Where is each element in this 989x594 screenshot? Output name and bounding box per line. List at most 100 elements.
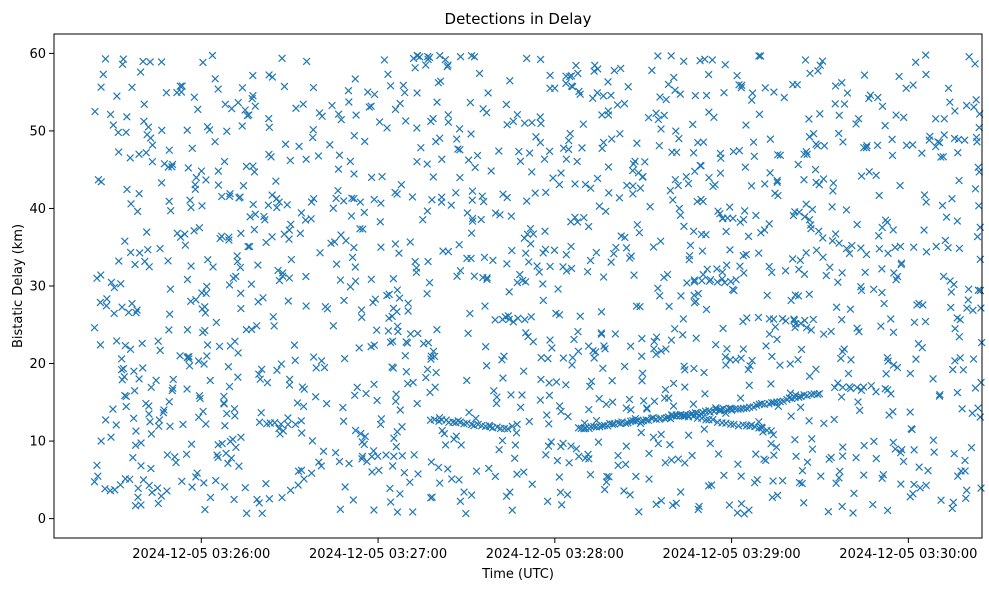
- data-point: [194, 413, 203, 422]
- data-point: [93, 274, 101, 283]
- data-point: [908, 140, 917, 149]
- data-point: [562, 79, 570, 88]
- data-point: [278, 493, 286, 502]
- data-point: [388, 462, 397, 470]
- data-point: [350, 391, 359, 400]
- data-point: [888, 135, 896, 144]
- data-point: [199, 58, 207, 67]
- data-point: [128, 83, 136, 92]
- data-point: [390, 434, 398, 443]
- data-point: [137, 501, 145, 509]
- data-point: [976, 223, 985, 232]
- data-point: [410, 450, 418, 459]
- data-point: [140, 100, 149, 109]
- data-point: [107, 433, 115, 442]
- data-point: [372, 326, 381, 334]
- data-point: [113, 92, 121, 100]
- data-point: [144, 123, 153, 131]
- data-point: [760, 180, 769, 188]
- data-point: [974, 404, 982, 412]
- data-point: [489, 256, 497, 265]
- data-point: [564, 136, 573, 145]
- data-point: [526, 239, 535, 248]
- data-point: [734, 421, 743, 430]
- data-point: [360, 137, 369, 146]
- data-point: [808, 445, 817, 453]
- data-point: [929, 375, 937, 383]
- data-point: [780, 93, 789, 102]
- data-point: [722, 361, 730, 369]
- data-point: [566, 129, 575, 138]
- data-point: [225, 236, 233, 244]
- data-point: [800, 316, 809, 325]
- data-point: [542, 450, 550, 459]
- data-point: [974, 163, 983, 172]
- data-point: [626, 342, 635, 351]
- data-point: [163, 451, 172, 459]
- data-point: [265, 71, 273, 79]
- data-point: [889, 438, 898, 447]
- data-point: [518, 276, 527, 285]
- data-point: [689, 227, 698, 236]
- data-point: [593, 89, 602, 97]
- data-point: [329, 321, 338, 330]
- data-point: [116, 279, 125, 288]
- data-point: [553, 456, 562, 465]
- data-point: [828, 203, 836, 211]
- data-point: [672, 499, 681, 508]
- data-point: [600, 342, 608, 350]
- data-point: [284, 297, 293, 305]
- data-point: [572, 445, 581, 453]
- data-point: [595, 394, 604, 403]
- data-point: [201, 505, 209, 514]
- data-point: [600, 485, 609, 494]
- data-point: [562, 250, 571, 259]
- data-point: [832, 303, 841, 312]
- data-point: [859, 143, 868, 152]
- data-point: [747, 182, 756, 190]
- data-point: [598, 111, 606, 119]
- data-point: [977, 378, 985, 387]
- data-point: [334, 186, 342, 195]
- data-point: [451, 188, 460, 197]
- data-point: [121, 341, 130, 350]
- data-point: [200, 326, 209, 335]
- data-point: [164, 257, 172, 265]
- data-point: [820, 419, 828, 428]
- data-point: [292, 104, 300, 113]
- data-point: [702, 416, 710, 424]
- data-point: [694, 289, 703, 298]
- data-point: [166, 285, 175, 293]
- data-point: [376, 217, 385, 226]
- data-point: [426, 493, 435, 502]
- data-point: [604, 78, 612, 86]
- data-point: [639, 397, 648, 405]
- data-point: [270, 418, 279, 427]
- data-point: [386, 81, 395, 90]
- data-point: [807, 326, 816, 334]
- data-point: [816, 61, 825, 70]
- data-point: [895, 72, 903, 81]
- data-point: [277, 360, 286, 368]
- data-point: [635, 508, 643, 516]
- data-point: [889, 328, 898, 337]
- data-point: [547, 438, 556, 446]
- data-point: [926, 132, 934, 141]
- data-point: [494, 147, 503, 155]
- data-point: [527, 312, 536, 321]
- data-point: [112, 337, 121, 345]
- data-point: [798, 466, 807, 475]
- data-point: [801, 56, 810, 64]
- data-point: [688, 120, 697, 129]
- data-point: [170, 453, 179, 461]
- data-point: [457, 441, 466, 449]
- data-point: [114, 128, 123, 137]
- data-point: [756, 52, 765, 60]
- data-point: [670, 324, 679, 333]
- data-point: [717, 154, 725, 163]
- data-point: [690, 276, 699, 284]
- data-point: [131, 441, 140, 450]
- data-point: [622, 244, 631, 252]
- data-point: [179, 420, 187, 429]
